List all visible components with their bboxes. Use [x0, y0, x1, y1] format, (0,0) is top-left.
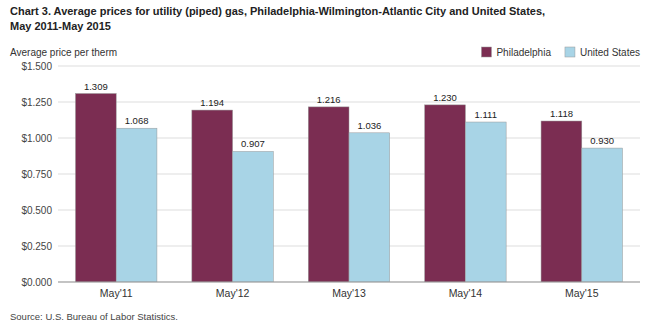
data-label: 1.230: [433, 92, 457, 103]
legend-swatch: [565, 47, 575, 57]
bar: [116, 128, 157, 282]
bar: [425, 105, 466, 282]
bar: [349, 133, 390, 282]
legend: United States Philadelphia: [481, 47, 640, 58]
y-tick-label: $1.000: [21, 133, 52, 144]
bar: [233, 151, 274, 282]
y-tick-label: $0.000: [21, 277, 52, 288]
data-labels: 1.309 1.194 1.216 1.230 1.118 1.068 0.907 1.036…: [84, 81, 614, 150]
x-tick-label: May'15: [565, 287, 599, 299]
grid-line: [58, 102, 640, 103]
legend-swatch: [481, 47, 491, 57]
data-label: 1.118: [550, 108, 573, 119]
y-tick-label: $0.500: [21, 205, 52, 216]
bar: [582, 148, 623, 282]
title: Chart 3. Average prices for utility (pip…: [10, 5, 545, 17]
y-tick-label: $1.500: [21, 61, 52, 72]
x-tick-label: May'12: [216, 287, 250, 299]
legend-label: United States: [580, 47, 640, 58]
data-label: 0.930: [590, 135, 614, 146]
data-label: 1.068: [125, 115, 149, 126]
y-tick-label: $0.250: [21, 241, 52, 252]
grid-line: [58, 282, 640, 283]
data-label: 1.309: [84, 81, 108, 92]
y-axis-label: Average price per therm: [10, 47, 117, 58]
chart: Chart 3. Average prices for utility (pip…: [0, 0, 650, 326]
bar: [308, 107, 349, 282]
source: Source: U.S. Bureau of Labor Statistics.: [10, 311, 178, 322]
data-label: 1.111: [475, 109, 497, 120]
data-label: 0.907: [241, 138, 265, 149]
bar: [75, 94, 116, 282]
bars: [75, 94, 622, 282]
x-tick-label: May'11: [100, 287, 133, 299]
bar: [541, 121, 582, 282]
y-grid: [58, 66, 640, 282]
x-tick-label: May'13: [332, 287, 366, 299]
x-tick-label: May'14: [449, 287, 483, 299]
bar: [465, 122, 506, 282]
bar: [192, 110, 233, 282]
data-label: 1.194: [200, 97, 224, 108]
grid-line: [58, 66, 640, 67]
data-label: 1.216: [317, 94, 341, 105]
x-axis-line: [58, 282, 640, 283]
subtitle: May 2011-May 2015: [10, 20, 111, 32]
data-label: 1.036: [357, 120, 381, 131]
legend-label: Philadelphia: [496, 47, 551, 58]
y-tick-label: $1.250: [21, 97, 52, 108]
y-tick-label: $0.750: [21, 169, 52, 180]
